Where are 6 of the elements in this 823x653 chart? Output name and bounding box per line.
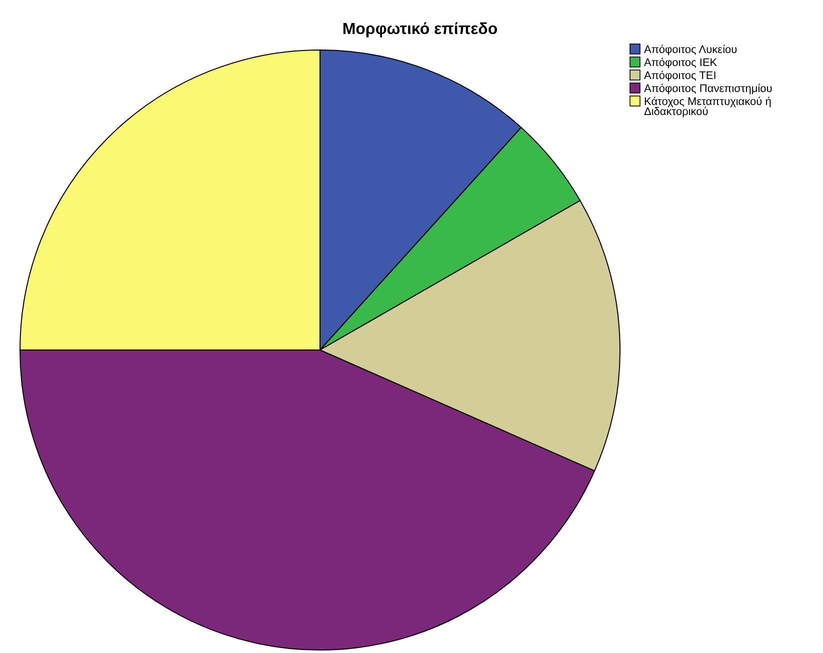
legend-label: Απόφοιτος Λυκείου — [644, 44, 738, 56]
legend-label: Κάτοχος Μεταπτυχιακού ή Διδακτορικού — [644, 96, 772, 118]
legend-label: Απόφοιτος Πανεπιστημίου — [644, 83, 772, 95]
legend-label: Απόφοιτος ΙΕΚ — [644, 57, 718, 69]
legend-label: Απόφοιτος ΤΕΙ — [644, 70, 716, 82]
chart-title: Μορφωτικό επίπεδο — [342, 21, 498, 38]
